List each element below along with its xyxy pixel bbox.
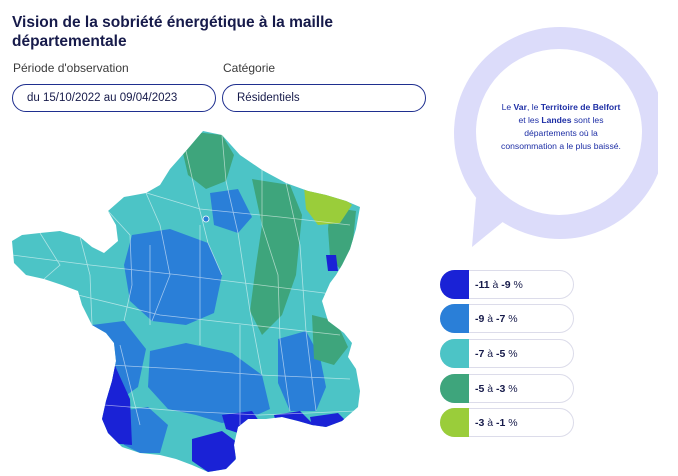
- legend-item-4: -5 à -3 %: [440, 374, 574, 403]
- page-title: Vision de la sobriété énergétique à la m…: [12, 14, 334, 50]
- legend-item-3: -7 à -5 %: [440, 339, 574, 368]
- legend-label: -11 à -9 %: [475, 278, 523, 291]
- legend-item-5: -3 à -1 %: [440, 408, 574, 437]
- period-select-value: du 15/10/2022 au 09/04/2023: [27, 92, 178, 104]
- dept-group-south: [148, 343, 270, 423]
- dept-territoire-de-belfort: [326, 255, 338, 271]
- legend-label: -3 à -1 %: [475, 416, 518, 429]
- category-select-value: Résidentiels: [237, 92, 300, 104]
- dept-group-north: [182, 131, 234, 189]
- legend-swatch: [440, 408, 469, 437]
- legend-swatch: [440, 304, 469, 333]
- dept-group-north-center: [210, 189, 252, 233]
- legend-item-1: -11 à -9 %: [440, 270, 574, 299]
- dept-group-center: [124, 229, 222, 325]
- dept-group-pyrenees-west: [120, 407, 168, 453]
- callout-bubble: Le Var, le Territoire de Belfort et les …: [438, 20, 658, 250]
- legend-label: -7 à -5 %: [475, 347, 518, 360]
- callout-dept-var: Var: [513, 102, 527, 112]
- period-label: Période d'observation: [13, 61, 129, 75]
- dept-pyrenees-orientales: [192, 431, 238, 472]
- callout-bubble-shape: [454, 27, 658, 247]
- legend-item-2: -9 à -7 %: [440, 304, 574, 333]
- callout-text: Le Var, le Territoire de Belfort et les …: [501, 102, 621, 151]
- callout-dept-belfort: Territoire de Belfort: [540, 102, 621, 112]
- legend-swatch: [440, 339, 469, 368]
- france-department-map: [12, 131, 360, 472]
- callout-dept-landes: Landes: [541, 115, 572, 125]
- category-label: Catégorie: [223, 61, 276, 75]
- period-select[interactable]: du 15/10/2022 au 09/04/2023: [12, 84, 216, 112]
- legend-swatch: [440, 374, 469, 403]
- category-select[interactable]: Résidentiels: [222, 84, 426, 112]
- legend-label: -9 à -7 %: [475, 312, 518, 325]
- paris-marker: [202, 215, 210, 223]
- legend-label: -5 à -3 %: [475, 382, 518, 395]
- legend-swatch: [440, 270, 469, 299]
